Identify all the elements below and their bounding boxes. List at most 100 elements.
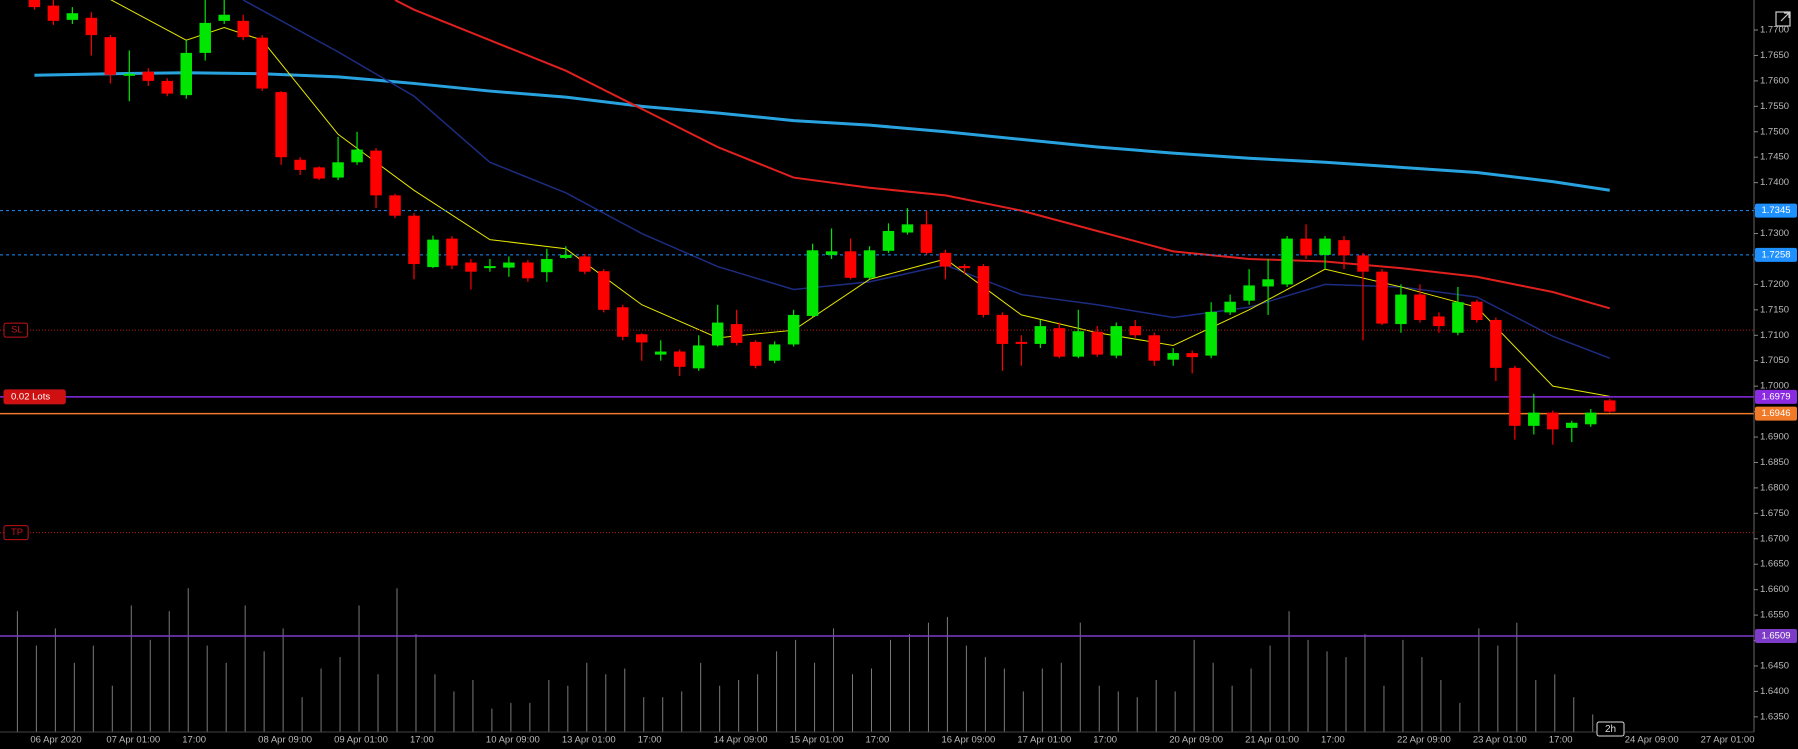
candle-body — [1224, 301, 1236, 313]
candle-body — [1566, 422, 1578, 428]
x-tick-label: 17:00 — [1549, 735, 1573, 746]
candle-body — [1603, 400, 1616, 412]
candle-body — [1281, 238, 1293, 285]
plot-area — [0, 0, 1754, 732]
candle-body — [1395, 294, 1407, 325]
candle-body — [1414, 294, 1426, 321]
candle-body — [863, 250, 876, 278]
x-tick-label: 17:00 — [410, 735, 434, 746]
x-tick-label: 17:00 — [866, 735, 890, 746]
y-tick-label: 1.7000 — [1760, 381, 1789, 392]
candle-body — [787, 314, 800, 345]
candle-body — [1205, 311, 1217, 356]
level-label-box — [3, 525, 29, 541]
candle-body — [1243, 285, 1255, 301]
expand-button[interactable] — [1775, 11, 1791, 27]
x-tick-label: 16 Apr 09:00 — [941, 735, 995, 746]
timeframe-badge[interactable]: 2h — [1596, 721, 1625, 737]
candle-body — [560, 254, 572, 258]
candle-body — [85, 17, 98, 36]
x-tick-label: 17:00 — [638, 735, 662, 746]
candle-body — [1148, 335, 1160, 361]
candle-body — [1167, 353, 1179, 360]
x-tick-label: 07 Apr 01:00 — [106, 735, 160, 746]
candle-body — [161, 80, 174, 94]
candle-body — [446, 238, 458, 266]
timeframe-label: 2h — [1605, 724, 1616, 735]
y-tick-label: 1.6700 — [1760, 533, 1789, 544]
price-tag — [1755, 203, 1797, 218]
y-tick-label: 1.6750 — [1760, 508, 1789, 519]
moving-average-line — [394, 0, 1611, 310]
candle-body — [996, 314, 1009, 344]
x-tick-label: 23 Apr 01:00 — [1473, 735, 1527, 746]
x-tick-label: 08 Apr 09:00 — [258, 735, 312, 746]
x-tick-label: 22 Apr 09:00 — [1397, 735, 1451, 746]
candle-body — [351, 149, 363, 163]
candle-body — [1490, 320, 1502, 368]
candle-body — [768, 344, 781, 361]
candle-body — [541, 258, 553, 273]
x-tick-label: 06 Apr 2020 — [30, 735, 81, 746]
y-tick-label: 1.6800 — [1760, 482, 1789, 493]
y-tick-label: 1.6350 — [1760, 711, 1789, 722]
candle-body — [123, 73, 136, 76]
candle-body — [66, 13, 79, 20]
candle-body — [749, 341, 762, 366]
candle-body — [522, 262, 534, 279]
candle-body — [237, 20, 249, 38]
candle-body — [579, 256, 591, 272]
y-tick-label: 1.6550 — [1760, 610, 1789, 621]
price-tag-label: 1.7258 — [1761, 249, 1790, 260]
y-tick-label: 1.6850 — [1760, 457, 1789, 468]
y-tick-label: 1.7400 — [1760, 177, 1789, 188]
level-label: 0.02 Lots — [11, 391, 50, 402]
axes: 1.63501.64001.64501.65001.65501.66001.66… — [30, 25, 1797, 746]
x-tick-label: 17:00 — [182, 735, 206, 746]
candle-body — [1015, 341, 1028, 344]
candle-body — [825, 251, 838, 255]
level-label-box — [3, 322, 29, 338]
candle-body — [1376, 271, 1388, 324]
candle-body — [28, 0, 41, 8]
y-tick-label: 1.7600 — [1760, 75, 1789, 86]
candle-body — [598, 271, 610, 310]
candle-body — [313, 167, 325, 179]
expand-icon-arrow — [1780, 12, 1790, 22]
price-tag — [1755, 247, 1797, 262]
y-tick-label: 1.7700 — [1760, 25, 1789, 36]
candle-body — [199, 22, 211, 53]
candle-body — [920, 224, 933, 253]
x-tick-label: 17 Apr 01:00 — [1017, 735, 1071, 746]
y-tick-label: 1.7450 — [1760, 152, 1789, 163]
candle-body — [1452, 302, 1464, 333]
candle-body — [1110, 326, 1123, 356]
y-tick-label: 1.7550 — [1760, 101, 1789, 112]
candle-body — [1319, 238, 1331, 255]
candle-body — [617, 307, 629, 337]
candle-body — [636, 334, 648, 343]
candle-body — [218, 14, 230, 21]
candle-body — [180, 52, 192, 96]
level-label-box — [3, 389, 66, 405]
candle-body — [1471, 301, 1483, 321]
x-tick-label: 13 Apr 01:00 — [562, 735, 616, 746]
candle-body — [427, 239, 439, 268]
level-label: SL — [11, 325, 23, 336]
candle-body — [484, 266, 496, 269]
price-tag-label: 1.6509 — [1761, 630, 1790, 641]
candle-body — [1034, 326, 1047, 344]
y-tick-label: 1.6450 — [1760, 660, 1789, 671]
candle-body — [47, 5, 60, 21]
candle-body — [977, 266, 990, 315]
y-tick-label: 1.6400 — [1760, 686, 1789, 697]
candle-body — [882, 230, 895, 251]
timeframe-frame — [1596, 721, 1625, 737]
x-tick-label: 14 Apr 09:00 — [714, 735, 768, 746]
candle-body — [711, 322, 724, 346]
y-tick-label: 1.7300 — [1760, 228, 1789, 239]
candle-body — [958, 266, 971, 269]
moving-average-line — [34, 71, 1610, 192]
